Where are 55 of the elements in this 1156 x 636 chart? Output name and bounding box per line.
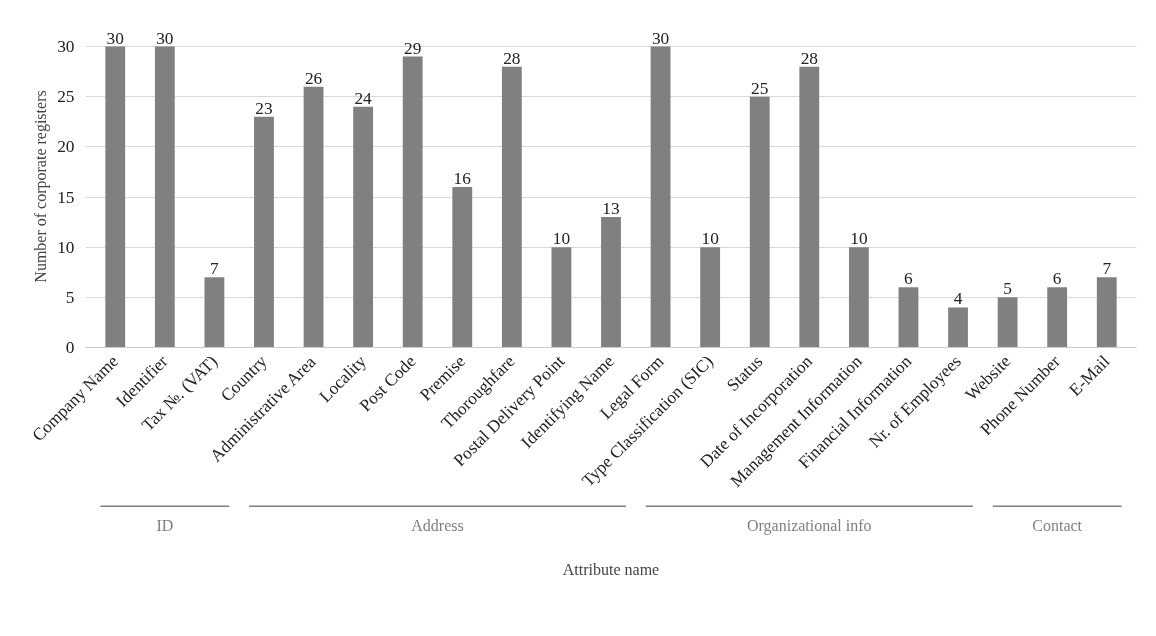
bar	[105, 46, 126, 348]
data-label: 7	[1102, 259, 1112, 279]
data-label: 26	[304, 68, 323, 88]
x-axis-title: Attribute name	[562, 560, 660, 578]
y-tick-label: 30	[57, 37, 75, 57]
bar	[402, 56, 423, 348]
bar	[749, 96, 770, 348]
data-label: 5	[1003, 279, 1012, 299]
bar	[650, 46, 671, 348]
bar	[254, 116, 274, 348]
bar	[848, 247, 869, 348]
bar	[700, 247, 721, 348]
data-label: 23	[255, 98, 273, 118]
bar	[1096, 277, 1117, 348]
bar	[601, 217, 621, 348]
y-tick-label: 10	[57, 237, 75, 257]
data-label: 28	[503, 48, 521, 68]
y-tick-label: 0	[65, 338, 75, 357]
bar	[1047, 287, 1068, 348]
text: Address	[411, 516, 464, 534]
bar	[997, 297, 1018, 348]
data-label: 6	[1052, 269, 1062, 289]
bar	[799, 66, 820, 348]
data-label: 30	[651, 28, 670, 48]
text: Contact	[1032, 516, 1083, 534]
data-label: 13	[602, 199, 620, 219]
bar	[303, 86, 324, 348]
data-label: 24	[354, 88, 373, 108]
bar	[204, 277, 225, 348]
text: Organizational info	[747, 516, 872, 535]
data-label: 16	[453, 169, 472, 188]
bar	[353, 106, 374, 348]
bar	[551, 247, 572, 348]
data-label: 25	[751, 78, 769, 98]
data-label: 7	[210, 259, 220, 279]
y-tick-label: 15	[57, 187, 75, 207]
text: ID	[156, 516, 174, 534]
data-label: 30	[156, 28, 174, 48]
y-tick-label: 20	[57, 137, 75, 157]
y-tick-label: 25	[57, 87, 75, 107]
bar	[948, 307, 968, 348]
data-label: 10	[850, 229, 868, 249]
data-label: 10	[552, 229, 571, 249]
data-label: 29	[404, 38, 422, 58]
bar	[501, 66, 522, 348]
bar	[452, 187, 473, 348]
bar	[898, 287, 919, 348]
data-label: 4	[953, 289, 963, 309]
data-label: 30	[106, 28, 124, 48]
bar	[154, 46, 175, 348]
y-axis-title: Number of corporate registers	[32, 90, 51, 283]
data-label: 28	[800, 48, 818, 68]
data-label: 10	[701, 229, 719, 249]
y-tick-label: 5	[65, 287, 75, 307]
data-label: 6	[904, 269, 914, 289]
